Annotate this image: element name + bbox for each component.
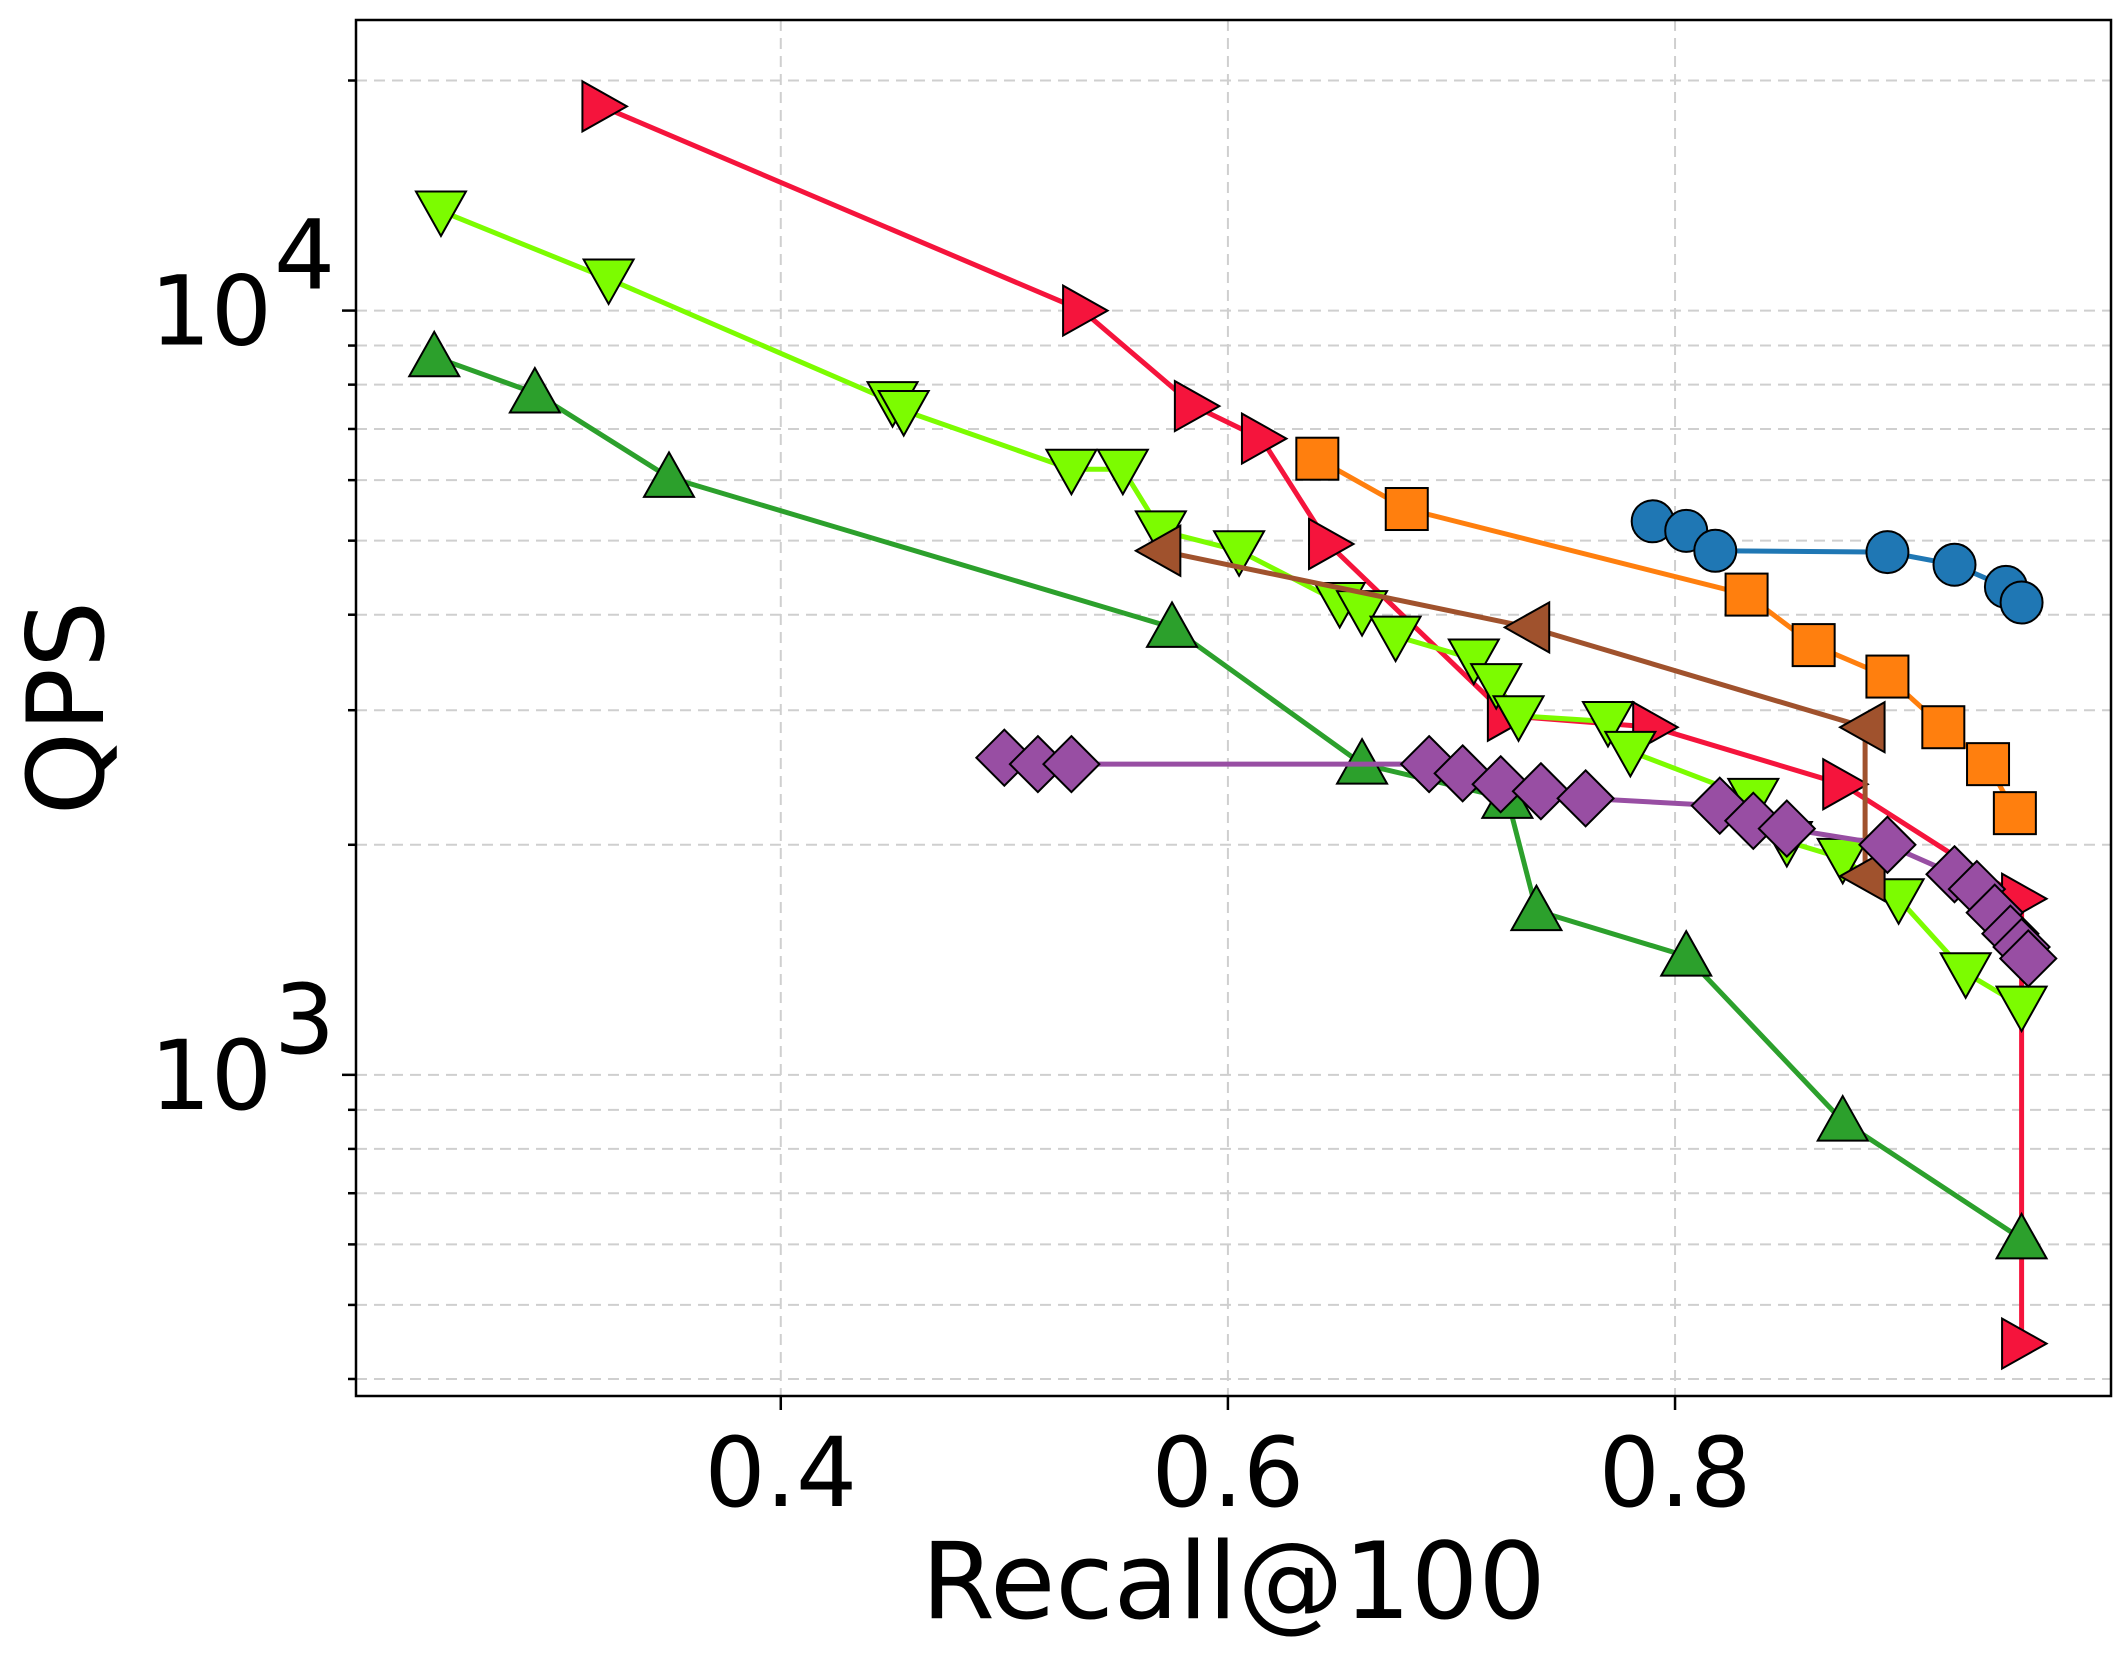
series-lime-triangle-down-point bbox=[414, 190, 468, 239]
y-tick-exponent: 4 bbox=[274, 200, 335, 312]
series-brown-triangle-left-point bbox=[1838, 849, 1886, 903]
series-purple-diamond-point bbox=[1556, 768, 1616, 828]
x-tick-label: 0.4 bbox=[704, 1417, 857, 1529]
series-blue-circle-point bbox=[1865, 530, 1910, 575]
series-orange-square-point bbox=[1295, 436, 1340, 481]
y-tick-exponent: 3 bbox=[274, 964, 335, 1076]
series-lime-triangle-down-point bbox=[1212, 530, 1266, 578]
series-purple-diamond-point bbox=[1998, 929, 2058, 988]
series-lime-triangle-down bbox=[414, 190, 2049, 1034]
y-tick-label: 10 bbox=[150, 256, 272, 368]
series-red-triangle-right-point bbox=[1173, 379, 1222, 433]
series-lime-triangle-down-point bbox=[1581, 700, 1635, 749]
x-axis-title: Recall@100 bbox=[921, 1520, 1546, 1643]
series-purple-diamond-point bbox=[1471, 754, 1531, 814]
series-lime-triangle-down-point bbox=[1447, 638, 1501, 687]
series-lime-triangle-down-point bbox=[1603, 730, 1658, 779]
series-brown-triangle-left-line bbox=[1160, 548, 1868, 877]
x-tick-label: 0.8 bbox=[1599, 1417, 1752, 1529]
series-lime-triangle-down-point bbox=[1994, 985, 2049, 1034]
series-red-triangle-right-point bbox=[2001, 1316, 2049, 1371]
y-tick-label: 10 bbox=[150, 1020, 272, 1132]
series-lime-triangle-down-point bbox=[1469, 663, 1523, 711]
series-lime-triangle-down-point bbox=[1368, 615, 1423, 664]
series-blue-circle-point bbox=[1693, 528, 1738, 573]
series-purple-diamond-point bbox=[1757, 799, 1817, 858]
series-red-triangle-right-point bbox=[581, 79, 629, 134]
series-red-triangle-right-point bbox=[1822, 757, 1870, 811]
series-purple-diamond bbox=[974, 728, 2058, 988]
grid bbox=[356, 20, 2111, 1396]
series-lime-triangle-down-line bbox=[440, 208, 2023, 1009]
series-green-triangle-up-point bbox=[1509, 883, 1564, 932]
series-purple-diamond-point bbox=[1511, 761, 1571, 821]
series-group bbox=[407, 79, 2058, 1371]
series-green-triangle-up-point bbox=[642, 450, 696, 498]
series-orange-square-point bbox=[1384, 487, 1429, 532]
series-green-triangle-up-point bbox=[1659, 929, 1713, 977]
series-red-triangle-right-point bbox=[1062, 283, 1110, 338]
series-orange-square-point bbox=[1992, 791, 2037, 836]
series-purple-diamond-point bbox=[974, 728, 1034, 788]
series-blue-circle-point bbox=[1999, 580, 2044, 625]
series-green-triangle-up-point bbox=[1994, 1211, 2049, 1260]
series-purple-diamond-point bbox=[1041, 734, 1101, 794]
series-orange-square-point bbox=[1966, 742, 2011, 787]
series-lime-triangle-down-point bbox=[1491, 695, 1546, 743]
series-orange-square bbox=[1295, 436, 2037, 836]
series-brown-triangle-left-point bbox=[1838, 700, 1886, 754]
series-red-triangle-right-point bbox=[1308, 517, 1356, 571]
series-green-triangle-up-point bbox=[1816, 1094, 1870, 1142]
series-orange-square-point bbox=[1791, 623, 1836, 668]
series-lime-triangle-down-point bbox=[1871, 878, 1926, 926]
series-orange-square-point bbox=[1865, 654, 1910, 699]
series-red-triangle-right-line bbox=[600, 104, 2025, 1344]
series-blue-circle-point bbox=[1932, 542, 1977, 587]
series-red-triangle-right-point bbox=[1240, 411, 1289, 466]
series-orange-square-point bbox=[1921, 705, 1966, 750]
series-brown-triangle-left-point bbox=[1133, 524, 1182, 578]
series-green-triangle-up-point bbox=[1145, 600, 1199, 648]
series-brown-triangle-left bbox=[1133, 524, 1886, 903]
series-lime-triangle-down-point bbox=[581, 258, 636, 306]
series-green-triangle-up-point bbox=[407, 329, 461, 378]
series-blue-circle bbox=[1630, 499, 2044, 625]
series-orange-square-point bbox=[1724, 572, 1769, 617]
series-lime-triangle-down-point bbox=[1938, 952, 1993, 1000]
x-tick-label: 0.6 bbox=[1152, 1417, 1305, 1529]
series-brown-triangle-left-point bbox=[1502, 600, 1551, 655]
series-lime-triangle-down-point bbox=[1096, 448, 1150, 497]
series-purple-diamond-point bbox=[1858, 815, 1917, 875]
plot-frame bbox=[354, 18, 2113, 1398]
series-lime-triangle-down-point bbox=[1044, 448, 1099, 497]
series-green-triangle-up-point bbox=[508, 366, 562, 414]
series-lime-triangle-down-point bbox=[877, 390, 931, 438]
y-axis-title: QPS bbox=[5, 601, 128, 816]
series-green-triangle-up-point bbox=[1335, 737, 1389, 785]
